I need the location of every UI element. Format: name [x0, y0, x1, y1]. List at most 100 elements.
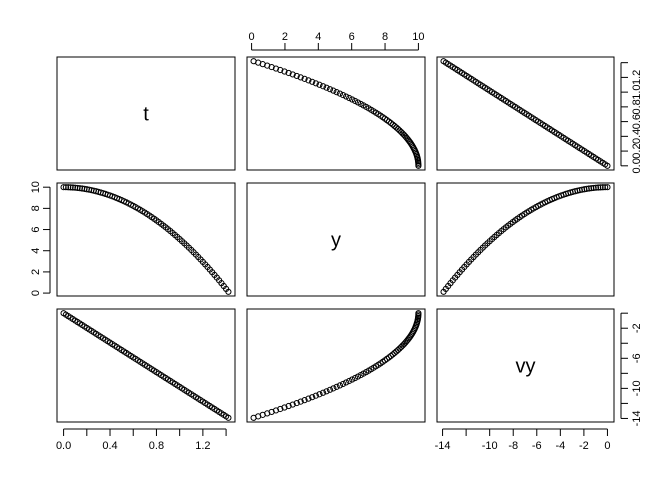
data-point: [595, 184, 602, 191]
data-point: [346, 377, 353, 385]
data-point: [333, 89, 340, 96]
data-point: [588, 185, 595, 192]
tick-label: 6: [30, 226, 42, 232]
data-point: [72, 184, 79, 191]
data-point: [312, 80, 319, 87]
data-point: [604, 184, 611, 191]
data-point: [281, 68, 288, 75]
tick-label: 1.2: [195, 440, 210, 452]
data-point: [590, 184, 597, 192]
tick-label: -2: [631, 323, 643, 333]
data-point: [293, 72, 300, 80]
tick-label: -8: [508, 440, 518, 452]
panel-vy-vy: vy: [436, 308, 615, 423]
data-point: [305, 77, 312, 84]
data-point: [285, 402, 292, 410]
left-axis-y: 0 2 4 6 8 10: [30, 181, 51, 296]
tick-label: 0.8: [149, 440, 164, 452]
panel-frame: [246, 308, 426, 423]
data-point: [250, 414, 257, 421]
variable-label-t: t: [143, 104, 149, 126]
data-point: [330, 87, 337, 94]
tick-label: 1.2: [631, 70, 643, 85]
bottom-axis-t: 0.0 0.4 0.8 1.2: [56, 428, 227, 452]
data-point: [349, 376, 356, 383]
tick-label: 0: [249, 31, 255, 43]
panel-frame: [56, 182, 236, 297]
data-point: [293, 399, 300, 407]
tick-label: 8: [30, 205, 42, 211]
data-point: [346, 94, 353, 102]
data-point: [597, 184, 604, 191]
data-point: [389, 121, 396, 128]
tick-label: 0.4: [631, 129, 643, 144]
data-point: [389, 351, 396, 358]
data-point: [592, 184, 600, 191]
data-point: [67, 184, 74, 191]
data-point: [309, 394, 316, 401]
data-point: [305, 395, 312, 402]
data-point: [330, 385, 337, 392]
tick-label: -2: [579, 440, 589, 452]
panel-t-vy: [436, 56, 615, 171]
data-point: [336, 90, 343, 97]
data-point: [349, 96, 356, 103]
variable-label-y: y: [331, 230, 341, 252]
data-point: [62, 184, 70, 191]
data-point: [312, 392, 319, 399]
tick-label: -6: [532, 440, 542, 452]
data-point: [323, 84, 330, 91]
data-point: [74, 184, 81, 192]
data-point: [339, 380, 347, 388]
tick-label: -10: [482, 440, 498, 452]
tick-label: 0: [604, 440, 610, 452]
data-point: [301, 75, 308, 82]
data-point: [316, 81, 323, 88]
data-point: [316, 391, 323, 398]
data-point: [440, 288, 447, 295]
data-point: [225, 414, 232, 421]
data-point: [319, 83, 327, 90]
data-point: [319, 389, 327, 396]
data-point: [391, 349, 398, 357]
tick-label: -4: [555, 440, 565, 452]
tick-label: -14: [435, 440, 451, 452]
panel-frame: [246, 182, 426, 297]
panel-frame: [56, 308, 236, 423]
tick-label: 1.0: [631, 84, 643, 99]
panel-frame: [436, 182, 615, 297]
data-point: [339, 91, 347, 99]
tick-label: 4: [30, 248, 42, 254]
panel-t-y: [246, 56, 426, 171]
data-point: [336, 382, 343, 389]
data-point: [289, 401, 296, 408]
bottom-axis-vy: -14 -10 -8 -6 -4 -2 0: [435, 428, 611, 452]
data-point: [343, 93, 350, 100]
panel-y-vy: [436, 182, 615, 297]
data-point: [225, 288, 232, 295]
data-point: [602, 184, 609, 191]
panel-t-t: t: [56, 56, 236, 171]
data-point: [333, 383, 340, 390]
data-point: [69, 184, 76, 191]
tick-label: 2: [30, 269, 42, 275]
top-axis-y: 0 2 4 6 8 10: [249, 31, 425, 51]
tick-label: 0.2: [631, 143, 643, 158]
tick-label: 6: [349, 31, 355, 43]
tick-label: 0.0: [56, 440, 71, 452]
panel-y-t: [56, 182, 236, 297]
data-point: [301, 397, 308, 404]
data-point: [289, 71, 296, 78]
panel-frame: [56, 56, 236, 171]
panel-y-y: y: [246, 182, 426, 297]
data-point: [343, 379, 350, 386]
panel-vy-t: [56, 308, 236, 423]
data-point: [326, 386, 334, 393]
panel-frame: [436, 308, 615, 423]
data-point: [309, 78, 316, 85]
tick-label: 10: [30, 181, 42, 193]
data-point: [250, 58, 257, 65]
tick-label: 0.8: [631, 99, 643, 114]
data-point: [352, 374, 359, 382]
